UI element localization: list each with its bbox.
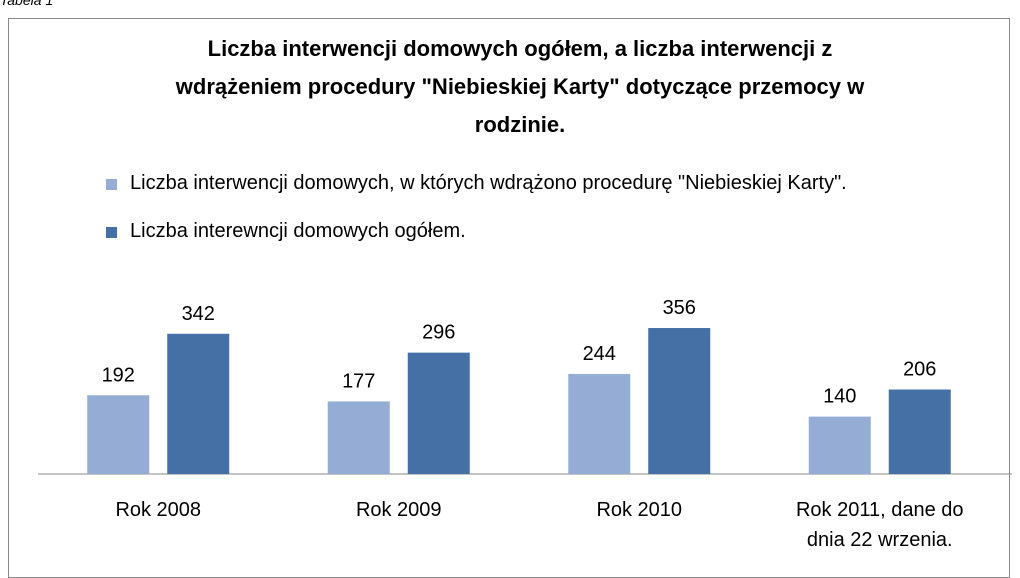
bar xyxy=(808,416,871,474)
data-label: 356 xyxy=(663,297,696,319)
x-tick-label: Rok 2011, dane do dnia 22 wrzenia. xyxy=(795,499,964,551)
legend-label: Liczba interewncji domowych ogółem. xyxy=(130,220,466,242)
x-tick-label: Rok 2010 xyxy=(596,499,683,521)
data-label: 140 xyxy=(823,386,856,408)
data-label: 342 xyxy=(182,303,215,325)
bar xyxy=(648,328,711,474)
data-label: 244 xyxy=(583,343,616,365)
bar xyxy=(407,352,470,474)
bar xyxy=(87,395,150,474)
data-label: 177 xyxy=(342,370,375,392)
legend-label: Liczba interwencji domowych, w których w… xyxy=(130,172,847,194)
data-label: 206 xyxy=(903,359,936,381)
x-tick-label: Rok 2009 xyxy=(355,499,442,521)
legend-swatch xyxy=(106,179,117,190)
data-label: 296 xyxy=(422,322,455,344)
bar xyxy=(327,401,390,474)
legend-item: Liczba interewncji domowych ogółem. xyxy=(106,218,966,244)
table-label: Tabela 1 xyxy=(0,0,54,8)
legend-swatch xyxy=(106,227,117,238)
bar xyxy=(888,389,951,474)
legend: Liczba interwencji domowych, w których w… xyxy=(106,170,966,266)
chart-title: Liczba interwencji domowych ogółem, a li… xyxy=(175,36,865,137)
legend-item: Liczba interwencji domowych, w których w… xyxy=(106,170,966,196)
x-tick-label: Rok 2008 xyxy=(115,499,202,521)
chart: 192 342 177 296 244 356 140 206 xyxy=(38,297,1012,475)
bar xyxy=(167,333,230,474)
bar xyxy=(568,373,631,474)
data-label: 192 xyxy=(102,364,135,386)
